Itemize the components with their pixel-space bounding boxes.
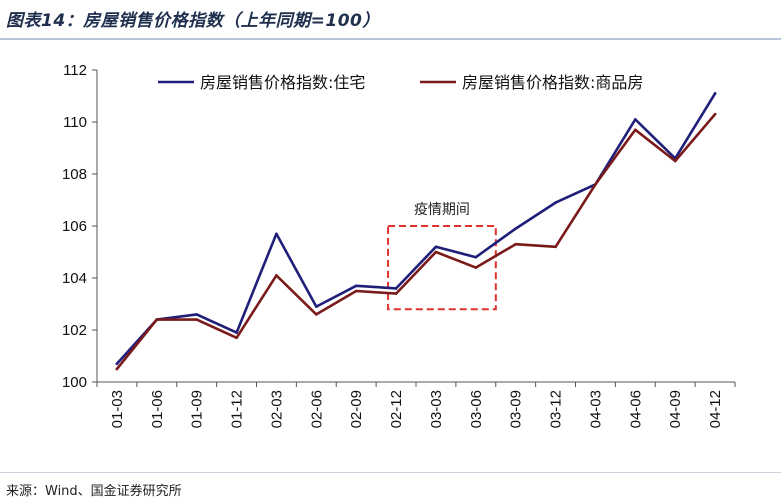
- data-point: [514, 227, 517, 230]
- data-point: [634, 128, 637, 132]
- x-tick-label: 01-03: [109, 390, 126, 428]
- data-point: [474, 266, 478, 269]
- data-point: [275, 232, 278, 236]
- data-point: [634, 118, 637, 121]
- x-tick-label: 03-03: [428, 390, 445, 428]
- y-tick-label: 112: [63, 62, 87, 79]
- annotation-box: [387, 225, 497, 311]
- y-tick-label: 102: [62, 322, 87, 339]
- data-point: [713, 92, 717, 95]
- data-point: [235, 336, 238, 340]
- data-point: [673, 159, 677, 163]
- legend-label-1: 房屋销售价格指数:住宅: [200, 73, 365, 92]
- data-point: [195, 318, 198, 321]
- data-point: [394, 292, 398, 295]
- x-tick-label: 01-09: [189, 390, 206, 428]
- data-point: [554, 201, 557, 204]
- source-divider: [0, 472, 781, 473]
- y-tick-label: 100: [62, 374, 87, 391]
- source-note: 来源：Wind、国金证券研究所: [6, 484, 182, 499]
- y-tick-label: 104: [62, 270, 87, 287]
- data-point: [315, 313, 318, 316]
- chart: 100 102 104 106 108 110 112 01-03 01-06 01-09 01-1…: [62, 62, 736, 428]
- data-point: [713, 112, 717, 116]
- figure-title: 图表14：房屋销售价格指数（上年同期=100）: [6, 11, 380, 31]
- series-line-2: [115, 112, 717, 371]
- data-point: [155, 318, 159, 321]
- data-point: [275, 274, 278, 277]
- data-point: [115, 367, 119, 371]
- series-lines: [115, 92, 717, 371]
- data-point: [554, 245, 557, 249]
- x-tick-label: 04-03: [587, 390, 604, 428]
- data-point: [514, 242, 517, 246]
- y-tick-label: 108: [62, 166, 87, 183]
- x-tick-label: 04-09: [667, 390, 684, 428]
- data-point: [315, 305, 318, 308]
- x-tick-label: 04-12: [707, 390, 724, 428]
- x-tick-label: 03-06: [468, 390, 485, 428]
- data-point: [354, 289, 358, 293]
- title-divider: [0, 38, 781, 40]
- chart-axes: 100 102 104 106 108 110 112 01-03 01-06 01-09 01-1…: [62, 62, 736, 428]
- x-tick-label: 02-09: [348, 390, 365, 428]
- x-tick-label: 01-06: [149, 390, 166, 428]
- chart-legend: 房屋销售价格指数:住宅 房屋销售价格指数:商品房: [158, 73, 643, 92]
- x-tick-label: 02-06: [308, 390, 325, 428]
- data-point: [354, 284, 358, 288]
- x-tick-label: 02-12: [388, 390, 405, 428]
- data-point: [434, 250, 438, 254]
- data-point: [235, 331, 238, 334]
- x-tick-label: 01-12: [229, 390, 246, 428]
- legend-label-2: 房屋销售价格指数:商品房: [462, 73, 643, 92]
- data-point: [594, 183, 597, 186]
- series-line-1: [115, 92, 717, 366]
- y-tick-label: 110: [63, 114, 87, 131]
- x-tick-label: 03-12: [548, 390, 565, 428]
- annotation-label: 疫情期间: [414, 202, 470, 218]
- data-point: [394, 287, 398, 290]
- data-point: [474, 255, 478, 259]
- data-point: [434, 245, 438, 249]
- x-tick-label: 03-09: [508, 390, 525, 428]
- x-tick-label: 02-03: [268, 390, 285, 428]
- y-tick-label: 106: [62, 218, 87, 235]
- data-point: [115, 362, 119, 366]
- x-tick-label: 04-06: [627, 390, 644, 428]
- data-point: [195, 313, 198, 316]
- annotation-group: 疫情期间: [387, 202, 497, 311]
